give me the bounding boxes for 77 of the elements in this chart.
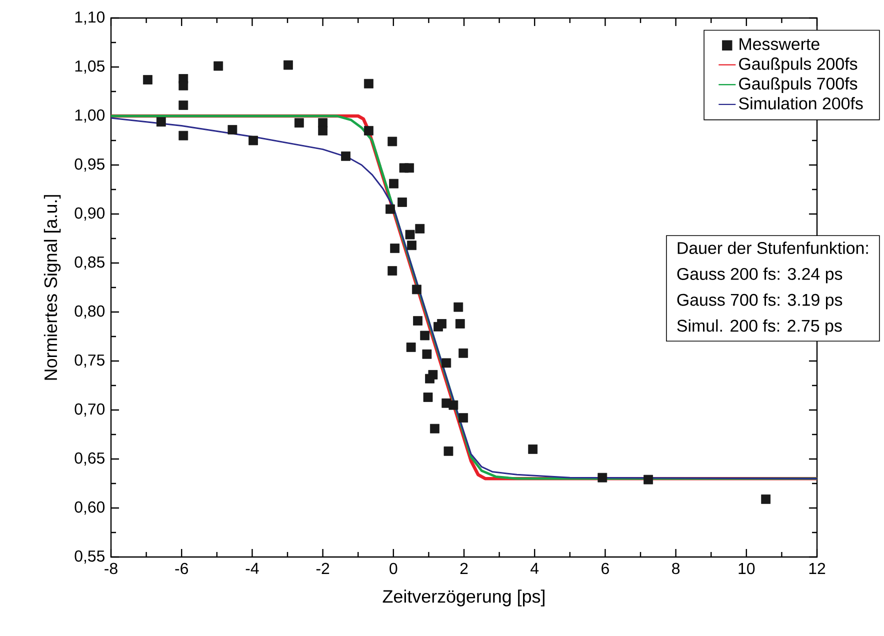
point (178, 130, 188, 140)
legend-label: Simulation 200fs (739, 97, 863, 110)
legend-label: Messwerte (740, 38, 820, 50)
point (430, 424, 440, 434)
point (598, 472, 608, 482)
point (388, 136, 398, 146)
point (455, 319, 465, 328)
point (413, 316, 422, 326)
point (425, 374, 434, 384)
point (364, 126, 374, 136)
point (644, 474, 653, 484)
point (364, 78, 374, 88)
y-tick-label: 0,85 (74, 256, 104, 270)
point (423, 392, 433, 402)
point (404, 163, 414, 173)
x-tick-label: 12 (809, 562, 826, 574)
point (386, 204, 395, 214)
point (448, 400, 458, 410)
y-tick-label: 0,75 (74, 354, 104, 368)
point (389, 178, 398, 188)
x-tick-label: 6 (602, 562, 609, 574)
point (444, 446, 454, 456)
y-tick-label: 0,55 (74, 550, 104, 564)
point (406, 342, 416, 352)
y-tick-label: 1,05 (75, 60, 104, 74)
point (415, 224, 425, 234)
point (390, 244, 400, 253)
point (294, 118, 304, 128)
legend-label: Gaußpuls 200fs (739, 57, 858, 74)
point (405, 230, 415, 240)
point (214, 61, 224, 71)
x-tick-label: 0 (390, 562, 398, 574)
point (458, 348, 468, 358)
point (228, 125, 238, 134)
x-axis-title: Zeitverzögerung [ps] (382, 590, 544, 606)
point (442, 358, 452, 368)
y-tick-label: 0,60 (74, 501, 105, 515)
point (420, 330, 430, 340)
annotation: Gauss 200 fs: 3.24 ps (677, 268, 842, 284)
x-tick-label: 8 (672, 562, 680, 574)
y-tick-label: 0,65 (74, 452, 104, 466)
y-tick-label: 0,70 (74, 403, 105, 417)
point (341, 151, 350, 161)
y-tick-label: 0,90 (74, 207, 105, 221)
point (528, 444, 538, 454)
point (761, 494, 771, 504)
point (388, 266, 398, 276)
point (143, 75, 152, 84)
annotation: Gauss 700 fs: 3.19 ps (677, 293, 842, 310)
point (398, 198, 407, 207)
annotation: Simul. 200 fs: 2.75 ps (677, 319, 842, 336)
x-tick-label: 10 (738, 562, 755, 574)
annotation: Dauer der Stufenfunktion: (678, 242, 868, 254)
x-tick-label: 2 (460, 562, 468, 574)
x-tick-label: 4 (530, 562, 539, 574)
legend-label: Gaußpuls 700fs (739, 77, 858, 94)
x-tick-label: -6 (175, 562, 188, 574)
y-axis-title: Normiertes Signal [a.u.] (44, 195, 61, 380)
point (284, 60, 293, 70)
point (412, 284, 422, 294)
x-tick-label: -2 (316, 562, 330, 574)
x-tick-label: -4 (246, 562, 259, 574)
point (454, 302, 464, 312)
point (318, 126, 328, 136)
y-tick-label: 0,95 (74, 158, 104, 172)
x-tick-label: -8 (104, 562, 118, 574)
point (178, 100, 188, 110)
point (407, 240, 416, 250)
point (156, 117, 166, 127)
point (458, 413, 468, 423)
y-tick-label: 1,10 (75, 11, 105, 25)
point (178, 80, 188, 90)
y-tick-label: 0,80 (74, 305, 105, 319)
point (434, 322, 443, 332)
point (422, 349, 432, 359)
y-tick-label: 1,00 (75, 109, 105, 123)
point (248, 136, 258, 146)
